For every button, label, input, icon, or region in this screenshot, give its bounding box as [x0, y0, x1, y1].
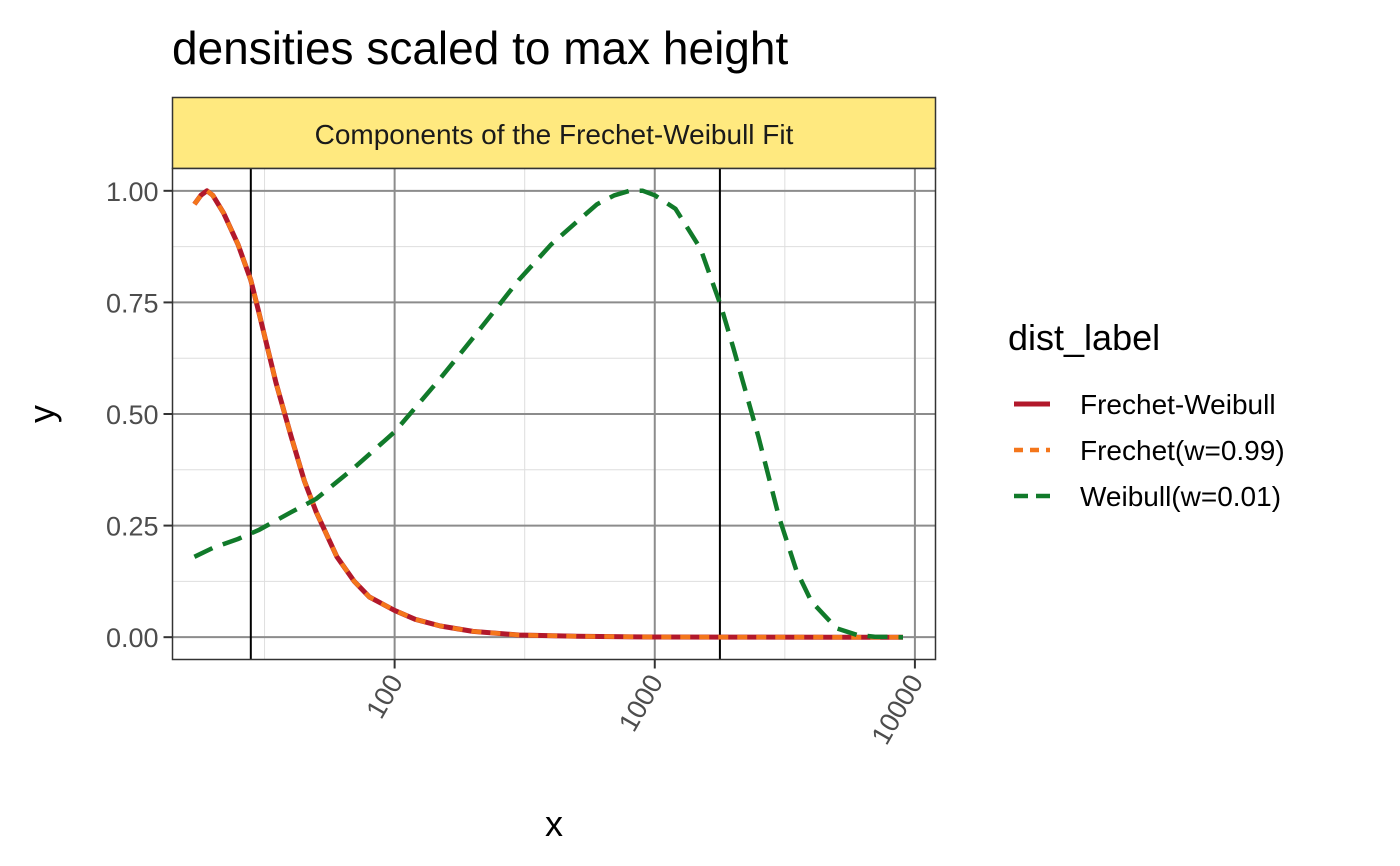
legend-label-0: Frechet-Weibull	[1080, 389, 1276, 420]
series-line-2	[193, 188, 904, 640]
legend-label-2: Weibull(w=0.01)	[1080, 481, 1281, 512]
chart-title: densities scaled to max height	[172, 22, 788, 74]
x-tick-label: 1000	[613, 670, 669, 737]
y-tick-label: 0.25	[106, 512, 159, 542]
y-tick-label: 0.00	[106, 623, 159, 653]
y-tick-label: 0.50	[106, 400, 159, 430]
y-axis-title: y	[21, 405, 62, 423]
x-axis-title: x	[545, 803, 563, 844]
x-tick-label: 100	[360, 670, 409, 724]
facet-strip	[171, 96, 937, 170]
facet-strip-label: Components of the Frechet-Weibull Fit	[315, 119, 794, 150]
series-line-1	[192, 188, 903, 640]
y-tick-label: 1.00	[106, 177, 159, 207]
legend-title: dist_label	[1008, 317, 1160, 358]
legend-label-1: Frechet(w=0.99)	[1080, 435, 1285, 466]
legend: dist_label Frechet-Weibull Frechet(w=0.99…	[1008, 317, 1285, 512]
plot-panel	[171, 167, 937, 661]
y-tick-label: 0.75	[106, 288, 159, 318]
x-tick-label: 10000	[866, 670, 930, 750]
